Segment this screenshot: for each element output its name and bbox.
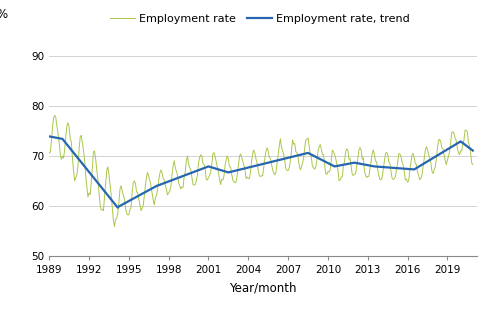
Employment rate, trend (470, 149, 476, 152)
Text: %: % (0, 8, 7, 21)
Employment rate (350, 174, 356, 177)
Line: Employment rate, trend: Employment rate, trend (49, 136, 473, 208)
Employment rate, trend (412, 167, 418, 171)
Employment rate (62, 147, 67, 151)
Employment rate, trend (74, 155, 80, 159)
Employment rate (75, 164, 81, 168)
Employment rate, trend (265, 161, 271, 164)
Employment rate (46, 151, 52, 155)
Employment rate (413, 163, 419, 167)
Employment rate, trend (349, 161, 355, 165)
Employment rate (470, 163, 476, 167)
Employment rate, trend (46, 134, 52, 138)
Employment rate, trend (115, 206, 121, 210)
Employment rate (469, 161, 475, 165)
Employment rate (266, 156, 272, 159)
X-axis label: Year/month: Year/month (229, 281, 297, 294)
Legend: Employment rate, Employment rate, trend: Employment rate, Employment rate, trend (110, 14, 410, 24)
Employment rate, trend (468, 147, 474, 151)
Line: Employment rate: Employment rate (49, 115, 473, 226)
Employment rate, trend (61, 138, 66, 142)
Employment rate (112, 225, 118, 228)
Employment rate (52, 113, 58, 117)
